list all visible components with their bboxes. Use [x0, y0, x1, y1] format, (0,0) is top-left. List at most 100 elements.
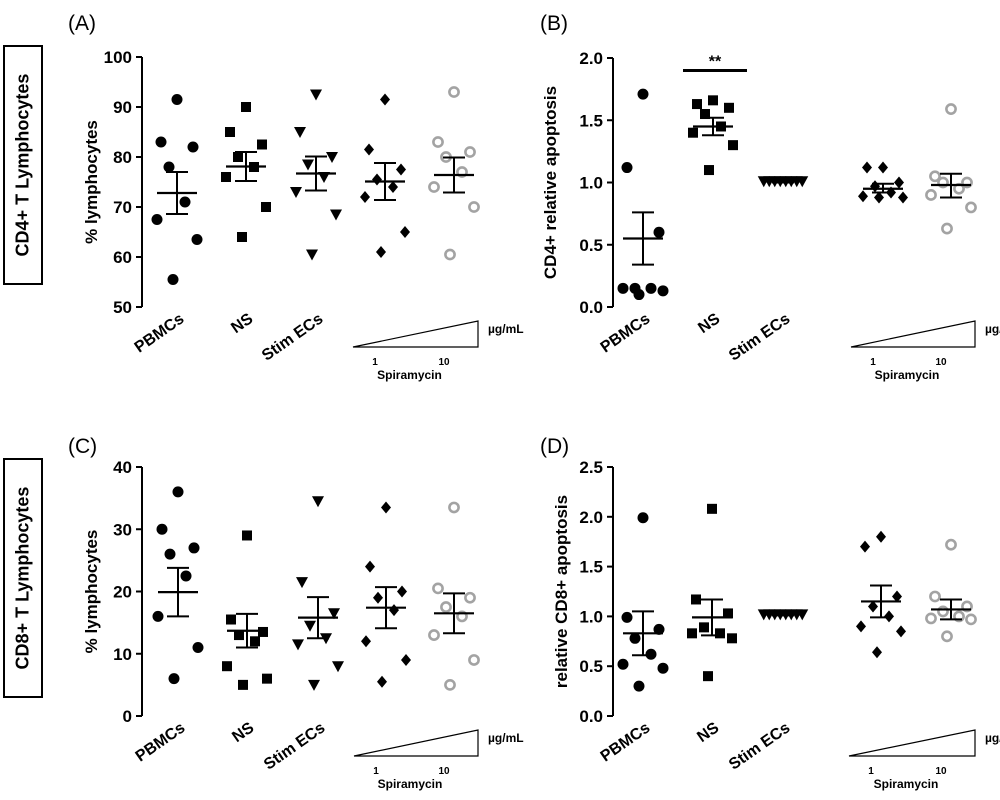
- series-ns: [687, 503, 737, 682]
- data-point: [653, 226, 665, 238]
- panel-letter: (D): [540, 435, 569, 458]
- x-group-label: NS: [694, 719, 722, 746]
- x-group-label: NS: [229, 719, 257, 746]
- y-tick-label: 10: [113, 645, 132, 664]
- data-point: [292, 639, 304, 651]
- data-point: [878, 161, 888, 174]
- data-point: [290, 187, 302, 198]
- data-point: [894, 176, 904, 189]
- data-point: [318, 172, 330, 183]
- data-point: [862, 161, 872, 174]
- data-point: [326, 152, 338, 163]
- data-point: [172, 486, 184, 498]
- data-point: [945, 538, 957, 551]
- data-point: [965, 201, 977, 214]
- data-point: [171, 94, 183, 105]
- dose-unit-label: µg/mL: [985, 731, 1000, 745]
- y-tick-label: 0: [123, 707, 132, 726]
- y-axis-label: % lymphocytes: [82, 530, 101, 654]
- series-spiramycin-10: [428, 86, 480, 261]
- data-point: [637, 88, 649, 100]
- data-point: [306, 249, 318, 261]
- data-point: [304, 620, 316, 632]
- dose-wedge: [848, 729, 976, 757]
- row-label-cd8: CD8+ T Lymphocytes: [3, 458, 43, 698]
- data-point: [653, 623, 665, 635]
- data-point: [180, 570, 192, 582]
- data-point: [621, 611, 633, 623]
- panel-letter: (C): [68, 435, 97, 458]
- data-point: [700, 109, 710, 120]
- data-point: [456, 610, 468, 623]
- data-point: [261, 202, 271, 212]
- data-point: [699, 622, 709, 633]
- y-tick-label: 2.0: [579, 49, 603, 68]
- data-point: [657, 285, 669, 297]
- y-tick-label: 2.0: [579, 508, 603, 527]
- data-point: [250, 636, 260, 647]
- data-point: [396, 163, 406, 176]
- data-point: [241, 102, 251, 112]
- data-point: [400, 226, 410, 238]
- data-point: [617, 658, 629, 670]
- data-point: [870, 180, 880, 193]
- data-point: [448, 86, 460, 98]
- series-ns: [688, 95, 738, 176]
- data-point: [724, 102, 734, 113]
- dose-low-label: 1: [868, 766, 874, 777]
- dose-unit-label: µg/mL: [488, 731, 524, 745]
- y-tick-label: 1.0: [579, 174, 603, 193]
- data-point: [376, 246, 386, 258]
- data-point: [238, 679, 248, 690]
- data-point: [365, 560, 375, 573]
- significance-label: **: [709, 53, 722, 70]
- data-point: [621, 162, 633, 174]
- y-tick-label: 0.0: [579, 707, 603, 726]
- data-point: [258, 626, 268, 637]
- spiramycin-label: Spiramycin: [377, 368, 442, 382]
- data-point: [308, 679, 320, 691]
- data-point: [257, 139, 267, 150]
- x-group-label: PBMCs: [598, 719, 654, 765]
- series-spiramycin-10: [925, 538, 977, 643]
- data-point: [925, 189, 937, 201]
- data-point: [302, 159, 314, 171]
- data-point: [464, 146, 476, 158]
- y-axis-label: relative CD8+ apoptosis: [552, 495, 571, 688]
- x-group-label: PBMCs: [132, 310, 188, 356]
- data-point: [332, 661, 344, 673]
- data-point: [856, 620, 866, 633]
- spiramycin-label: Spiramycin: [874, 777, 939, 791]
- series-ns: [222, 530, 272, 690]
- data-point: [152, 610, 164, 622]
- data-point: [860, 540, 870, 553]
- dose-high-label: 10: [935, 357, 947, 368]
- series-spiramycin-10: [925, 103, 977, 235]
- panel-letter: (B): [540, 12, 568, 35]
- data-point: [941, 630, 953, 643]
- series-stim-ecs: [757, 609, 809, 621]
- data-point: [456, 166, 468, 178]
- data-point: [440, 601, 452, 613]
- x-group-label: PBMCs: [133, 719, 189, 765]
- data-point: [707, 503, 717, 514]
- data-point: [242, 530, 252, 541]
- data-point: [151, 214, 163, 225]
- y-tick-label: 90: [113, 98, 132, 117]
- panel-letter: (A): [68, 12, 96, 35]
- data-point: [192, 642, 204, 654]
- x-group-label: NS: [228, 310, 256, 337]
- series-spiramycin-1: [360, 93, 410, 258]
- data-point: [191, 234, 203, 245]
- data-point: [629, 632, 641, 644]
- data-point: [868, 600, 878, 613]
- data-point: [468, 201, 480, 213]
- data-point: [364, 143, 374, 156]
- y-tick-label: 0.5: [579, 657, 603, 676]
- x-group-label: Stim ECs: [261, 719, 328, 773]
- dose-wedge: [850, 320, 976, 348]
- y-tick-label: 100: [104, 48, 132, 67]
- y-tick-label: 50: [113, 298, 132, 317]
- data-point: [361, 635, 371, 648]
